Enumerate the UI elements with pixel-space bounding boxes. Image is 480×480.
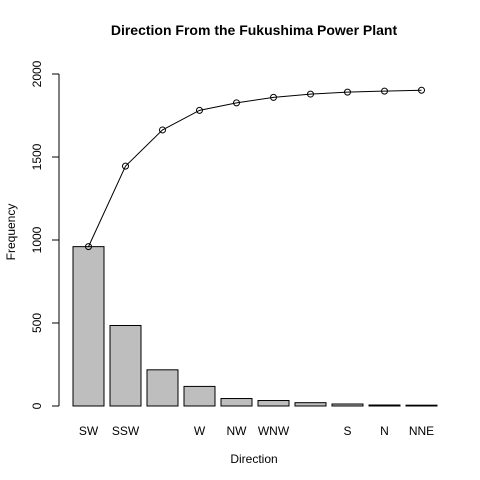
x-tick-label: WNW [258,424,290,438]
cumulative-point-s [344,88,351,96]
cumulative-point-ssw [122,162,129,170]
chart-title: Direction From the Fukushima Power Plant [111,22,398,38]
y-axis-label: Frequency [4,204,18,261]
bar-w [183,385,216,407]
cumulative-point-nw [233,99,240,107]
bar-wnw [257,400,290,407]
x-axis-label: Direction [230,452,277,466]
cumulative-line [85,86,425,251]
cumulative-point-nne [418,86,425,94]
y-tick-label: 1500 [30,143,44,170]
x-tick-label: NW [227,424,248,438]
cumulative-point-sse [307,90,314,98]
x-axis: SW SSW W NW WNW S N NNE [79,424,434,438]
y-axis: 0 500 1000 1500 2000 [30,60,60,409]
y-tick-label: 1000 [30,226,44,253]
x-tick-label: NNE [409,424,434,438]
cumulative-point-w [196,106,203,114]
x-tick-label: SSW [112,424,140,438]
y-tick-label: 0 [30,402,44,409]
bar-nw [220,398,253,407]
bar-s [331,403,364,407]
x-tick-label: N [380,424,389,438]
y-tick-label: 2000 [30,60,44,87]
y-tick-label: 500 [30,313,44,333]
bar-ssw [109,324,142,407]
bar-wsw [146,369,179,407]
bar-n [368,404,401,407]
x-tick-label: W [194,424,206,438]
bar-sw [72,246,105,407]
x-tick-label: S [343,424,351,438]
bar-nne [405,404,438,407]
bars [72,246,438,407]
bar-sse [294,402,327,407]
cumulative-line-path [88,89,422,247]
cumulative-point-n [381,87,388,95]
cumulative-point-wnw [270,93,277,101]
x-tick-label: SW [79,424,99,438]
cumulative-point-sw [85,243,92,251]
cumulative-point-wsw [159,126,166,134]
